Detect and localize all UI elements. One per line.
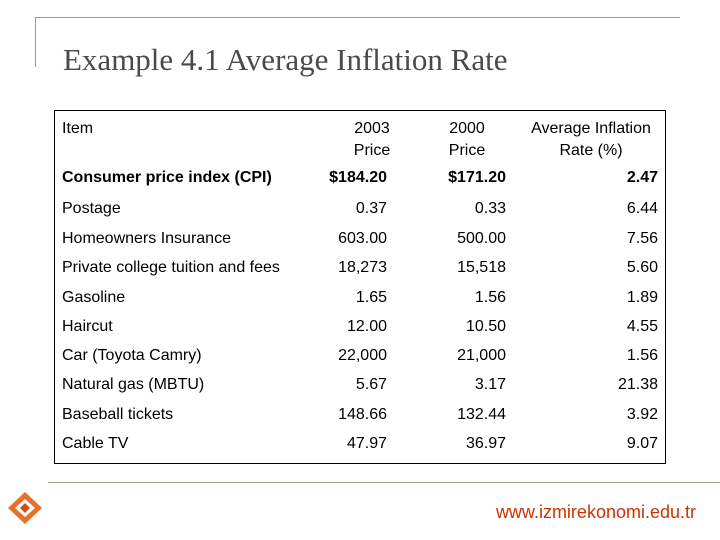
cell-2000-price: $171.20 — [448, 169, 506, 186]
cell-item: Private college tuition and fees — [62, 259, 280, 276]
cell-2000-price: 15,518 — [457, 259, 506, 276]
cell-2000-price: 21,000 — [457, 347, 506, 364]
cell-2000-price: 500.00 — [457, 230, 506, 247]
cell-2003-price: 148.66 — [338, 406, 387, 423]
cell-average-inflation: 21.38 — [617, 376, 658, 393]
cell-2003-price: 12.00 — [346, 318, 387, 335]
cell-average-inflation: 1.56 — [626, 347, 658, 364]
cell-average-inflation: 3.92 — [626, 406, 658, 423]
cell-2000-price: 132.44 — [457, 406, 506, 423]
table-row: Baseball tickets 148.66 132.44 3.92 — [55, 406, 665, 435]
table-row: Homeowners Insurance 603.00 500.00 7.56 — [55, 230, 665, 259]
header-2000-price: 2000 Price — [437, 118, 497, 162]
table-row: Natural gas (MBTU) 5.67 3.17 21.38 — [55, 376, 665, 405]
header-2000-year: 2000 — [449, 120, 485, 137]
cell-2000-price: 0.33 — [474, 200, 506, 217]
table-row: Consumer price index (CPI) $184.20 $171.20… — [55, 169, 665, 198]
cell-item: Haircut — [62, 318, 113, 335]
table-row: Gasoline 1.65 1.56 1.89 — [55, 289, 665, 318]
header-2003-label: Price — [353, 142, 391, 159]
footer-url: www.izmirekonomi.edu.tr — [495, 502, 696, 522]
frame-left-line — [35, 17, 36, 67]
header-avg-line1: Average Inflation — [531, 120, 651, 137]
cell-average-inflation: 2.47 — [626, 169, 658, 186]
cell-average-inflation: 9.07 — [626, 435, 658, 452]
cell-2003-price: 5.67 — [355, 376, 387, 393]
slide-title: Example 4.1 Average Inflation Rate — [63, 42, 508, 77]
cell-item: Consumer price index (CPI) — [62, 169, 272, 186]
header-2003-year: 2003 — [354, 120, 390, 137]
cell-item: Cable TV — [62, 435, 129, 452]
table-row: Car (Toyota Camry) 22,000 21,000 1.56 — [55, 347, 665, 376]
cell-2003-price: 22,000 — [338, 347, 387, 364]
cell-item: Natural gas (MBTU) — [62, 376, 205, 393]
frame-bottom-line — [48, 482, 720, 483]
cell-2000-price: 36.97 — [465, 435, 506, 452]
cell-2000-price: 3.17 — [474, 376, 506, 393]
cell-2003-price: 603.00 — [338, 230, 387, 247]
frame-top-line — [35, 17, 680, 18]
cell-item: Car (Toyota Camry) — [62, 347, 202, 364]
cell-average-inflation: 1.89 — [626, 289, 658, 306]
inflation-table: Item 2003 Price 2000 Price Average Infla… — [54, 110, 666, 464]
header-avg-line2: Rate (%) — [559, 142, 623, 159]
diamond-logo-icon — [8, 492, 42, 524]
cell-2000-price: 10.50 — [465, 318, 506, 335]
cell-average-inflation: 4.55 — [626, 318, 658, 335]
cell-2003-price: 1.65 — [355, 289, 387, 306]
cell-2000-price: 1.56 — [474, 289, 506, 306]
cell-average-inflation: 5.60 — [626, 259, 658, 276]
cell-item: Postage — [62, 200, 121, 217]
table-row: Cable TV 47.97 36.97 9.07 — [55, 435, 665, 464]
cell-average-inflation: 7.56 — [626, 230, 658, 247]
cell-average-inflation: 6.44 — [626, 200, 658, 217]
header-item: Item — [62, 120, 94, 137]
cell-2003-price: 47.97 — [346, 435, 387, 452]
table-row: Private college tuition and fees 18,273 15… — [55, 259, 665, 288]
cell-2003-price: 0.37 — [355, 200, 387, 217]
cell-item: Homeowners Insurance — [62, 230, 231, 247]
table-row: Haircut 12.00 10.50 4.55 — [55, 318, 665, 347]
cell-item: Gasoline — [62, 289, 126, 306]
cell-item: Baseball tickets — [62, 406, 174, 423]
header-2000-label: Price — [448, 142, 486, 159]
header-average-inflation: Average Inflation Rate (%) — [517, 118, 665, 162]
cell-2003-price: 18,273 — [338, 259, 387, 276]
table-row: Postage 0.37 0.33 6.44 — [55, 200, 665, 229]
header-2003-price: 2003 Price — [342, 118, 402, 162]
cell-2003-price: $184.20 — [329, 169, 387, 186]
